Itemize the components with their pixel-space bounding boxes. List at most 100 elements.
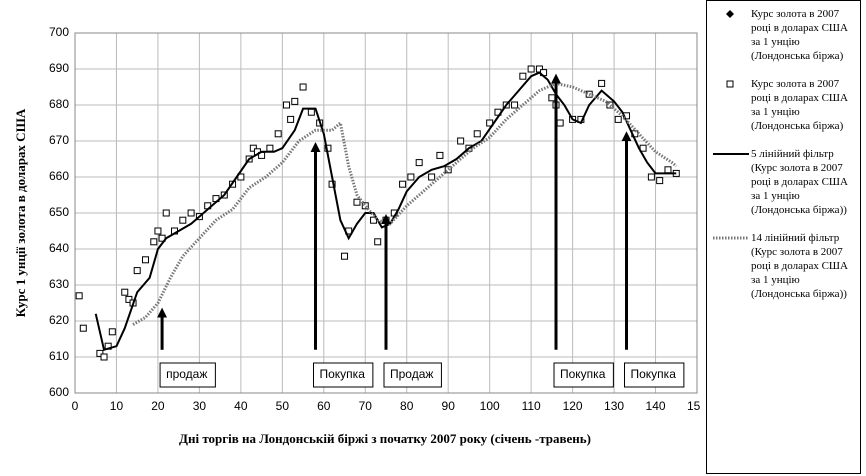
x-tick-label: 140 [646,399,666,413]
x-tick-label: 150 [687,399,700,413]
y-tick-label: 600 [49,385,69,399]
data-point [361,202,369,210]
data-point [96,349,104,357]
y-tick-label: 680 [49,97,69,111]
data-point [274,130,282,138]
y-tick-label: 690 [49,61,69,75]
data-point [154,227,162,235]
annotation-box [383,362,442,388]
data-point [121,288,129,296]
data-point [341,252,349,260]
legend-label: Курс золота в 2007 році в доларах США за… [751,8,848,62]
annotation-box [624,362,685,388]
data-point [606,101,614,109]
data-point [133,267,141,275]
plot-border [74,32,698,394]
data-point [162,209,170,217]
legend-item: Курс золота в 2007 році в доларах США за… [711,7,856,63]
data-point [407,173,415,181]
data-point [527,65,535,73]
chart: Дні торгів на Лондонській біржі з початк… [13,25,707,446]
legend: Курс золота в 2007 році в доларах США за… [706,0,861,474]
data-point [556,119,564,127]
data-point [664,166,672,174]
annotation-label: Покупка [320,367,366,381]
data-point [282,101,290,109]
legend-marker [726,10,734,18]
x-tick-label: 50 [276,399,290,413]
data-point [647,173,655,181]
data-point [125,295,133,303]
data-point [291,97,299,105]
x-tick-label: 40 [234,399,248,413]
x-tick-label: 0 [72,399,79,413]
data-point [307,108,315,116]
data-point [108,328,116,336]
legend-swatch [713,153,749,155]
data-point [374,238,382,246]
annotation-label: продаж [166,367,207,381]
data-point [548,94,556,102]
y-tick-label: 620 [49,313,69,327]
legend-label: 14 лінійний фільтр (Курс золота в 2007 р… [751,232,848,300]
data-point [457,137,465,145]
data-point [150,238,158,246]
x-tick-label: 80 [400,399,414,413]
data-point [299,83,307,91]
data-point [75,292,83,300]
data-point [436,151,444,159]
y-tick-label: 660 [49,169,69,183]
data-point [399,180,407,188]
annotation-box [553,362,614,388]
data-point [141,256,149,264]
data-point [266,144,274,152]
data-point [473,130,481,138]
legend-item: 5 лінійний фільтр (Курс золота в 2007 ро… [711,147,856,217]
y-tick-label: 670 [49,133,69,147]
y-tick-label: 700 [49,25,69,39]
x-tick-label: 30 [193,399,207,413]
annotation-box [159,362,216,388]
annotation-label: Покупка [631,367,677,381]
data-point [100,353,108,361]
data-point [79,324,87,332]
y-axis-title: Курс 1 унції золота в доларах США [13,108,28,317]
annotation-label: Покупка [560,367,606,381]
data-point [249,144,257,152]
y-tick-label: 650 [49,205,69,219]
data-point [415,159,423,167]
legend-swatch [713,236,749,240]
data-point [598,79,606,87]
data-point [428,173,436,181]
legend-item: Курс золота в 2007 році в доларах США за… [711,77,856,133]
data-point [353,198,361,206]
x-tick-label: 10 [110,399,124,413]
x-tick-label: 60 [317,399,331,413]
data-point [614,115,622,123]
x-tick-label: 110 [522,399,541,413]
data-point [519,72,527,80]
data-point [179,216,187,224]
legend-item: 14 лінійний фільтр (Курс золота в 2007 р… [711,231,856,301]
y-tick-label: 630 [49,277,69,291]
data-point [444,166,452,174]
x-tick-label: 100 [480,399,500,413]
legend-swatch [726,80,734,88]
x-tick-label: 120 [563,399,583,413]
legend-label: 5 лінійний фільтр (Курс золота в 2007 ро… [751,148,848,216]
y-tick-label: 610 [49,349,69,363]
x-tick-label: 20 [151,399,165,413]
x-axis-title: Дні торгів на Лондонській біржі з початк… [179,431,591,446]
data-point [511,101,519,109]
legend-marker [726,80,734,88]
x-tick-label: 90 [442,399,456,413]
data-point [287,115,295,123]
data-point [187,209,195,217]
y-tick-label: 640 [49,241,69,255]
data-point [656,177,664,185]
x-tick-label: 70 [359,399,373,413]
annotation-label: Продаж [390,367,433,381]
x-tick-label: 130 [604,399,624,413]
legend-swatch [726,10,734,18]
